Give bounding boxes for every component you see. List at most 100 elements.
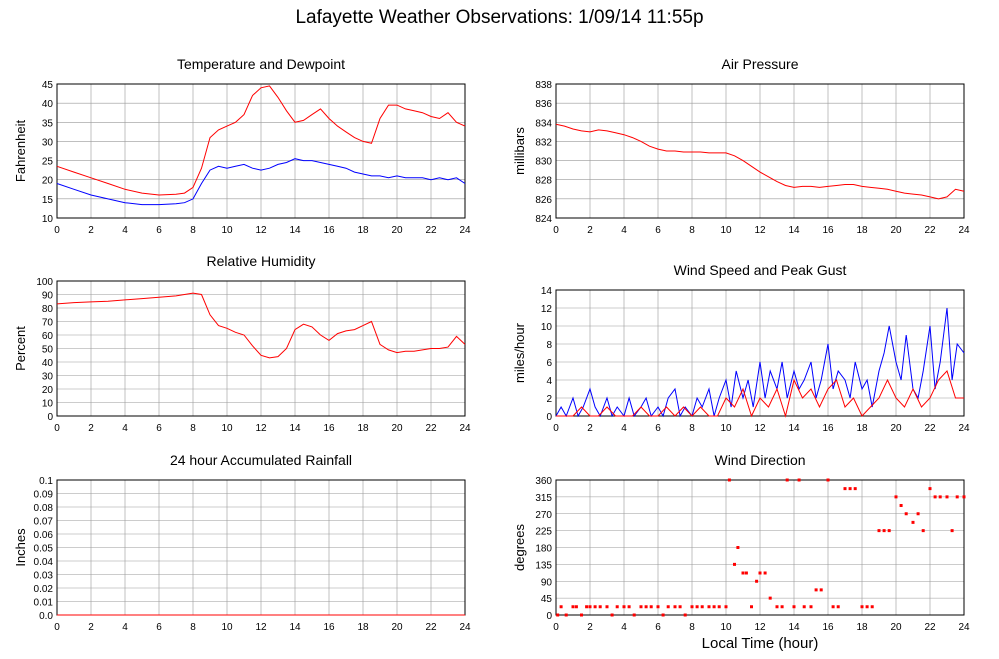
x-tick-label: 6 xyxy=(655,423,661,434)
data-point xyxy=(860,605,864,609)
y-tick-label: 40 xyxy=(42,99,54,110)
y-tick-label: 315 xyxy=(535,493,552,504)
data-point xyxy=(700,605,704,609)
data-point xyxy=(775,605,779,609)
data-point xyxy=(585,605,589,609)
y-axis-label: Percent xyxy=(13,326,28,371)
y-tick-label: 834 xyxy=(535,118,552,129)
x-tick-label: 18 xyxy=(856,622,868,633)
y-tick-label: 830 xyxy=(535,157,552,168)
x-tick-label: 0 xyxy=(54,225,60,236)
y-tick-label: 0.07 xyxy=(34,517,54,528)
data-point xyxy=(814,588,818,592)
data-point xyxy=(843,487,847,491)
data-point xyxy=(887,529,891,533)
data-point xyxy=(644,605,648,609)
data-point xyxy=(904,512,908,516)
data-point xyxy=(836,605,840,609)
x-tick-label: 0 xyxy=(553,225,559,236)
y-tick-label: 135 xyxy=(535,560,552,571)
data-point xyxy=(598,605,602,609)
plot-frame xyxy=(56,83,466,219)
y-axis-label: degrees xyxy=(512,524,527,571)
shared-x-axis-label: Local Time (hour) xyxy=(701,635,819,652)
x-tick-label: 10 xyxy=(720,225,732,236)
y-tick-label: 10 xyxy=(42,399,54,410)
y-tick-label: 0.06 xyxy=(34,530,54,541)
x-tick-label: 8 xyxy=(190,622,196,633)
data-point xyxy=(588,605,592,609)
data-point xyxy=(690,605,694,609)
x-tick-label: 12 xyxy=(255,423,267,434)
y-tick-label: 0 xyxy=(47,412,53,423)
y-tick-label: 35 xyxy=(42,118,54,129)
data-point xyxy=(792,605,796,609)
x-tick-label: 10 xyxy=(221,622,233,633)
y-tick-label: 0.09 xyxy=(34,490,54,501)
data-point xyxy=(559,605,563,609)
x-tick-label: 2 xyxy=(88,622,94,633)
x-tick-label: 18 xyxy=(856,225,868,236)
data-point xyxy=(865,605,869,609)
y-axis-label: millibars xyxy=(512,127,527,175)
y-tick-label: 824 xyxy=(535,214,552,225)
y-tick-label: 14 xyxy=(541,286,553,297)
y-tick-label: 270 xyxy=(535,510,552,521)
x-tick-label: 20 xyxy=(391,423,403,434)
y-tick-label: 360 xyxy=(535,476,552,487)
y-tick-label: 40 xyxy=(42,358,54,369)
x-tick-label: 2 xyxy=(587,225,593,236)
data-point xyxy=(678,605,682,609)
y-tick-label: 90 xyxy=(541,577,553,588)
data-point xyxy=(574,605,578,609)
data-point xyxy=(802,605,806,609)
y-tick-label: 826 xyxy=(535,195,552,206)
data-point xyxy=(916,512,920,516)
plot-frame xyxy=(555,83,965,219)
data-point xyxy=(683,613,687,617)
x-tick-label: 16 xyxy=(323,225,335,236)
x-tick-label: 10 xyxy=(221,225,233,236)
x-tick-label: 24 xyxy=(459,622,471,633)
y-tick-label: 0.03 xyxy=(34,571,54,582)
x-tick-label: 8 xyxy=(689,423,695,434)
x-tick-label: 14 xyxy=(289,225,301,236)
y-tick-label: 15 xyxy=(42,195,54,206)
data-point xyxy=(826,478,830,482)
x-tick-label: 4 xyxy=(621,225,627,236)
x-tick-label: 22 xyxy=(425,225,437,236)
y-tick-label: 6 xyxy=(546,358,552,369)
x-tick-label: 24 xyxy=(958,423,970,434)
y-tick-label: 25 xyxy=(42,157,54,168)
data-point xyxy=(744,571,748,575)
x-tick-label: 8 xyxy=(689,225,695,236)
x-tick-label: 16 xyxy=(822,423,834,434)
series-line-0 xyxy=(56,85,466,196)
data-point xyxy=(785,478,789,482)
x-tick-label: 2 xyxy=(587,423,593,434)
x-tick-label: 12 xyxy=(754,423,766,434)
y-tick-label: 0.1 xyxy=(39,476,53,487)
x-tick-label: 8 xyxy=(190,423,196,434)
x-tick-label: 14 xyxy=(788,423,800,434)
x-tick-label: 16 xyxy=(822,622,834,633)
y-tick-label: 8 xyxy=(546,340,552,351)
y-tick-label: 0 xyxy=(546,412,552,423)
data-point xyxy=(755,579,759,583)
chart-title: Temperature and Dewpoint xyxy=(177,56,345,72)
x-tick-label: 4 xyxy=(122,622,128,633)
x-tick-label: 6 xyxy=(655,622,661,633)
y-tick-label: 0.04 xyxy=(34,557,54,568)
y-tick-label: 30 xyxy=(42,137,54,148)
data-point xyxy=(899,504,903,507)
x-tick-label: 0 xyxy=(54,423,60,434)
data-point xyxy=(564,613,568,617)
x-tick-label: 8 xyxy=(689,622,695,633)
x-tick-label: 10 xyxy=(221,423,233,434)
data-point xyxy=(928,487,932,491)
chart-title: Air Pressure xyxy=(721,56,798,72)
